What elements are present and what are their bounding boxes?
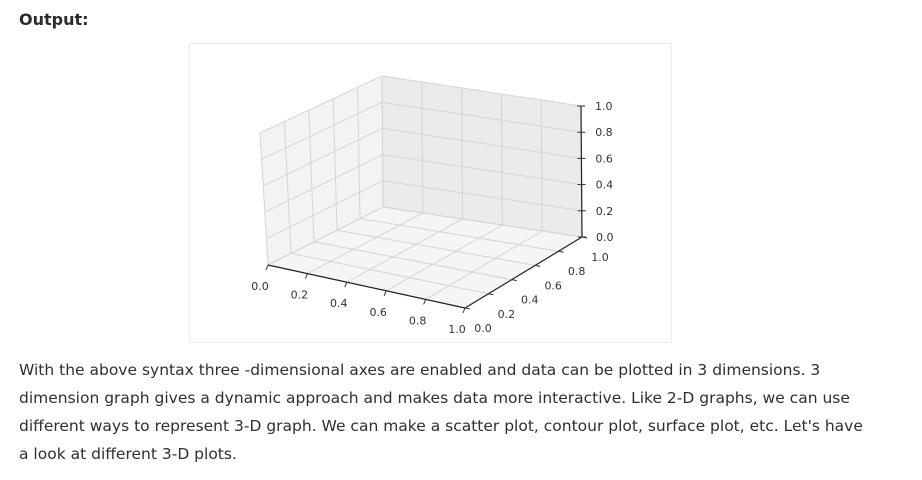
grid-line-y-floor — [359, 218, 559, 252]
y-tick-label: 0.0 — [474, 322, 492, 335]
grid-line-y-left — [381, 75, 384, 208]
y-tick-mark — [535, 264, 541, 267]
y-tick-mark — [488, 293, 494, 296]
grid-line-y-floor — [336, 229, 536, 266]
body-paragraph: With the above syntax three -dimensional… — [19, 361, 863, 463]
axes-3d-plot: 0.0 0.0 0.0 0.2 0.2 0.2 0.4 0.4 0.4 0.6 0.6 0.6 0.8 0… — [251, 75, 614, 336]
y-tick-label: 0.8 — [568, 265, 586, 278]
grid-line-x-floor — [346, 218, 463, 283]
x-tick-label: 0.2 — [291, 289, 309, 302]
grid-line-z-back — [382, 206, 583, 238]
grid-line-x-back — [540, 99, 543, 232]
x-tick-mark — [462, 307, 466, 314]
grid-line-x-back — [500, 93, 503, 226]
x-tick-mark — [383, 290, 387, 296]
y-tick-label: 0.4 — [521, 294, 539, 307]
grid-line-z-left — [264, 154, 383, 213]
x-tick-label: 0.0 — [251, 280, 269, 293]
z-tick-label: 0.6 — [595, 152, 613, 165]
grid-line-y-left — [283, 121, 292, 254]
x-tick-label: 0.6 — [369, 306, 387, 319]
x-tick-mark — [265, 264, 269, 271]
grid-line-y-floor — [313, 241, 512, 281]
grid-line-z-back — [382, 127, 582, 159]
grid-line-z-left — [259, 75, 383, 134]
grid-line-z-left — [261, 101, 383, 160]
grid-line-y-left — [357, 87, 361, 219]
grid-line-x-floor — [425, 230, 543, 300]
x-tick-label: 0.8 — [409, 314, 427, 327]
output-heading: Output: — [19, 10, 89, 29]
y-tick-mark — [558, 250, 564, 253]
y-tick-mark — [581, 236, 588, 239]
grid-line-z-left — [262, 127, 383, 187]
grid-line-z-left — [267, 206, 384, 266]
z-tick-label: 0.0 — [596, 231, 614, 244]
x-tick-label: 1.0 — [448, 323, 466, 336]
grid-line-z-back — [382, 101, 582, 133]
grid-line-x-back — [421, 81, 424, 214]
grid-line-z-left — [266, 180, 384, 240]
grid-line-y-left — [332, 98, 338, 231]
y-tick-label: 1.0 — [591, 251, 609, 264]
z-tick-label: 0.2 — [596, 205, 614, 218]
grid-line-z-back — [382, 180, 582, 212]
grid-line-x-floor — [307, 212, 424, 275]
grid-line-z-back — [382, 154, 582, 186]
back-pane — [382, 76, 582, 237]
x-tick-mark — [304, 273, 308, 279]
z-tick-label: 0.4 — [596, 179, 614, 192]
grid-line-z-back — [381, 75, 582, 107]
figure-3d-axes: 0.0 0.0 0.0 0.2 0.2 0.2 0.4 0.4 0.4 0.6 0.6 0.6 0.8 0… — [189, 43, 672, 343]
grid-line-x-floor — [385, 224, 503, 292]
grid-line-y-left — [259, 132, 269, 266]
left-pane — [260, 76, 383, 265]
x-tick-mark — [344, 282, 348, 288]
x-tick-mark — [423, 299, 427, 305]
z-tick-label: 1.0 — [595, 100, 613, 113]
grid-line-y-floor — [290, 252, 489, 295]
x-axis-line — [267, 264, 466, 309]
y-tick-label: 0.2 — [498, 308, 516, 321]
z-axis-line — [580, 105, 583, 238]
y-tick-mark — [464, 307, 471, 310]
x-tick-label: 0.4 — [330, 297, 348, 310]
y-axis-line — [464, 236, 583, 309]
grid-line-x-back — [461, 87, 464, 220]
y-tick-label: 0.6 — [544, 279, 562, 292]
y-tick-mark — [511, 279, 517, 282]
z-tick-label: 0.8 — [595, 126, 613, 139]
grid-line-y-left — [308, 110, 315, 242]
